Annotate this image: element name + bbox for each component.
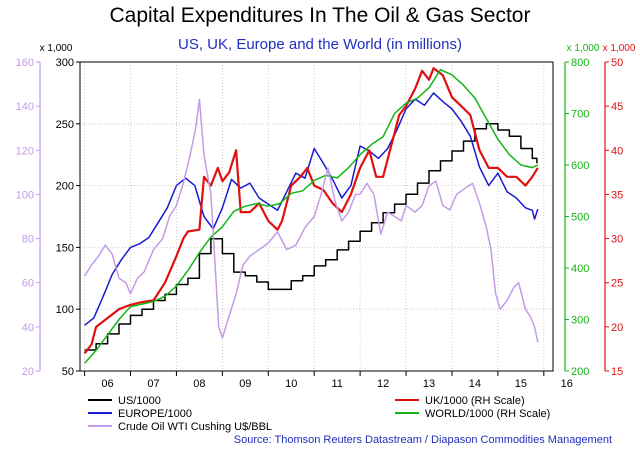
x-axis-tick-label: 11	[331, 378, 342, 390]
world-axis-tick-label: 200	[571, 366, 589, 378]
x-axis-tick-label: 10	[285, 378, 297, 390]
x-axis-tick-label: 08	[193, 378, 205, 390]
legend-label: US/1000	[118, 395, 161, 407]
x-axis-tick-label: 07	[147, 378, 159, 390]
axes: 50 100 150 200 250 300 x 1,000 20 40 60 80 100 120 14…	[16, 43, 636, 390]
world-axis-tick-label: 600	[571, 160, 589, 172]
series-line-world-1000-rh-scale	[84, 68, 539, 364]
series-line-crude-oil-wti-cushing-u-bbl	[83, 98, 539, 343]
left-axis-tick-label: 100	[56, 304, 74, 316]
world-axis-tick-label: 700	[571, 109, 589, 121]
series-line-uk-1000-rh-scale	[83, 67, 539, 354]
oil-axis-tick-label: 100	[16, 189, 34, 201]
world-axis-tick-label: 800	[571, 57, 589, 69]
oil-axis-tick-label: 60	[22, 278, 34, 290]
uk-axis-tick-label: 45	[611, 101, 623, 113]
uk-axis-tick-label: 50	[611, 57, 623, 69]
oil-axis-tick-label: 120	[16, 145, 34, 157]
left-axis-tick-label: 250	[56, 119, 74, 131]
left-axis-tick-label: 50	[62, 366, 74, 378]
oil-axis-tick-label: 80	[22, 234, 34, 246]
oil-axis-tick-label: 160	[16, 57, 34, 69]
oil-axis-tick-label: 20	[22, 366, 34, 378]
left-axis-tick-label: 200	[56, 181, 74, 193]
uk-axis-tick-label: 25	[611, 278, 623, 290]
uk-axis-tick-label: 35	[611, 189, 623, 201]
series-layer	[83, 67, 539, 364]
world-axis-tick-label: 300	[571, 315, 589, 327]
legend: US/1000 UK/1000 (RH Scale) EUROPE/1000 WORL…	[88, 395, 550, 433]
plot-frame	[79, 61, 554, 372]
x-axis-tick-label: 13	[423, 378, 435, 390]
legend-label: EUROPE/1000	[118, 408, 192, 420]
source-note: Source: Thomson Reuters Datastream / Dia…	[233, 434, 612, 446]
uk-axis-tick-label: 40	[611, 145, 623, 157]
series-line-europe-1000	[84, 92, 539, 326]
legend-label: WORLD/1000 (RH Scale)	[425, 408, 550, 420]
uk-axis-tick-label: 15	[611, 366, 623, 378]
uk-axis-tick-label: 20	[611, 322, 623, 334]
legend-label: UK/1000 (RH Scale)	[425, 395, 525, 407]
legend-label: Crude Oil WTI Cushing U$/BBL	[118, 421, 272, 433]
left-axis-unit-label: x 1,000	[40, 43, 73, 54]
x-axis-tick-label: 14	[469, 378, 481, 390]
x-axis-tick-label: 06	[101, 378, 113, 390]
x-axis-tick-label: 16	[561, 378, 573, 390]
uk-axis-unit-label: x 1,000	[603, 43, 636, 54]
left-axis-tick-label: 150	[56, 242, 74, 254]
oil-axis-tick-label: 40	[22, 322, 34, 334]
x-axis-tick-label: 12	[377, 378, 389, 390]
x-axis-tick-label: 15	[515, 378, 527, 390]
chart-title: Capital Expenditures In The Oil & Gas Se…	[109, 4, 531, 27]
series-line-us-1000	[84, 123, 538, 351]
world-axis-tick-label: 400	[571, 263, 589, 275]
left-axis-tick-label: 300	[56, 57, 74, 69]
world-axis-tick-label: 500	[571, 212, 589, 224]
x-axis-tick-label: 09	[239, 378, 251, 390]
gridlines	[80, 62, 553, 371]
chart-subtitle: US, UK, Europe and the World (in million…	[177, 36, 462, 53]
uk-axis-tick-label: 30	[611, 234, 623, 246]
oil-axis-tick-label: 140	[16, 101, 34, 113]
world-axis-unit-label: x 1,000	[567, 43, 600, 54]
